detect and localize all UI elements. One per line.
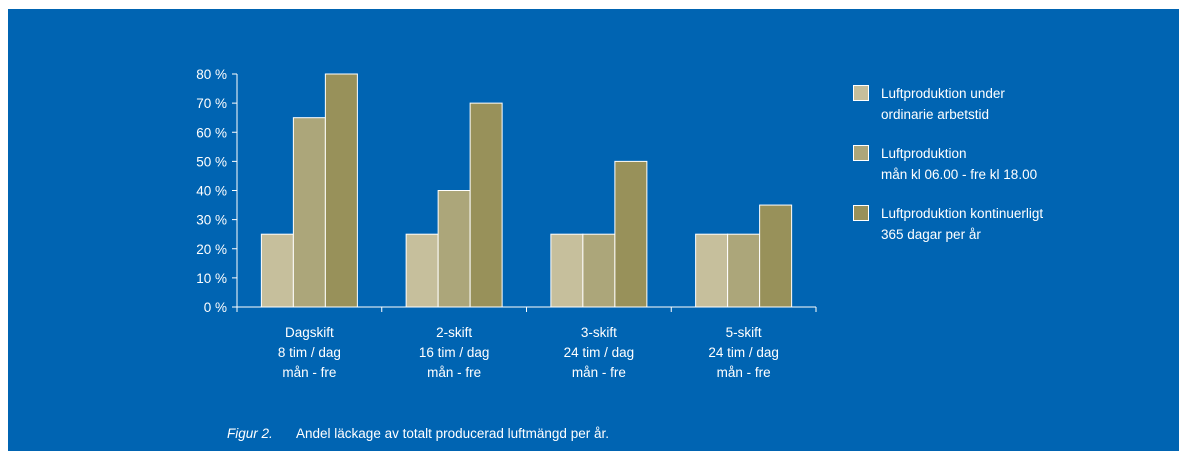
legend-swatch-series-1 (853, 85, 869, 101)
y-tick-label: 80 % (196, 67, 227, 82)
legend-swatch-series-3 (853, 205, 869, 221)
bar (695, 233, 729, 308)
y-tick-label: 10 % (196, 271, 227, 286)
legend-label: Luftproduktion kontinuerligt 365 dagar p… (881, 206, 1044, 242)
bar (759, 204, 793, 308)
caption-text: Andel läckage av totalt producerad luftm… (296, 426, 609, 441)
x-tick-label: Dagskift 8 tim / dag mån - fre (278, 325, 341, 380)
x-tick-label: 5-skift 24 tim / dag mån - fre (708, 325, 779, 380)
caption-label: Figur 2. (227, 426, 273, 441)
bar (727, 233, 761, 308)
y-tick-label: 40 % (196, 184, 227, 199)
bar (614, 160, 648, 308)
y-tick-label: 20 % (196, 242, 227, 257)
legend-label: Luftproduktion mån kl 06.00 - fre kl 18.… (881, 146, 1038, 182)
bar (437, 190, 471, 308)
bar (405, 233, 439, 308)
bar (292, 117, 326, 308)
y-tick-label: 0 % (204, 300, 227, 315)
x-tick-label: 3-skift 24 tim / dag mån - fre (564, 325, 635, 380)
legend-label: Luftproduktion under ordinarie arbetstid (881, 86, 1005, 122)
figure-panel: 0 % 10 % 20 % 30 % 40 % 50 % 60 % 70 % 80 % Dagsk… (8, 9, 1179, 451)
x-tick-label: 2-skift 16 tim / dag mån - fre (419, 325, 490, 380)
figure-caption: Figur 2. Andel läckage av totalt produce… (227, 426, 609, 441)
bar (582, 233, 616, 308)
bar (260, 233, 294, 308)
bar (324, 73, 358, 308)
y-tick-label: 50 % (196, 154, 227, 169)
y-tick-label: 60 % (196, 125, 227, 140)
y-tick-label: 70 % (196, 96, 227, 111)
y-tick-label: 30 % (196, 213, 227, 228)
legend-swatch-series-2 (853, 145, 869, 161)
bar (550, 233, 584, 308)
bar-chart: 0 % 10 % 20 % 30 % 40 % 50 % 60 % 70 % 80 % Dagsk… (196, 67, 817, 380)
bar (469, 102, 503, 308)
